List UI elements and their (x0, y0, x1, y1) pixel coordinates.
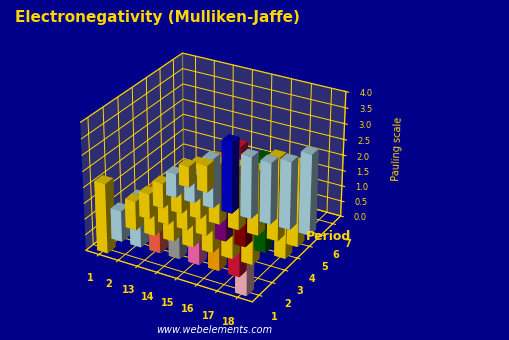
Text: www.webelements.com: www.webelements.com (156, 325, 272, 335)
Text: Electronegativity (Mulliken-Jaffe): Electronegativity (Mulliken-Jaffe) (15, 10, 300, 25)
Text: Period: Period (306, 230, 351, 243)
